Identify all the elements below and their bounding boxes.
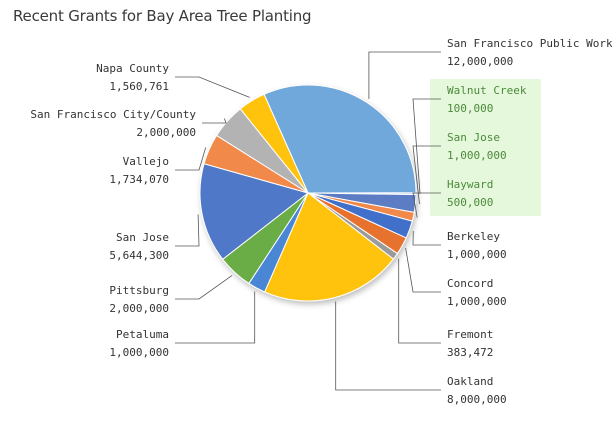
slice-napa-county-13 — [239, 93, 309, 194]
slice-label-san-jose-2: San Jose — [447, 131, 500, 144]
leader-line-san-francisco-public-works-0 — [368, 51, 441, 99]
slice-value-concord-5: 1,000,000 — [447, 295, 507, 308]
highlight-box — [430, 79, 541, 216]
slice-value-san-francisco-public-works-0: 12,000,000 — [447, 55, 513, 68]
slice-label-pittsburg-9: Pittsburg — [109, 284, 169, 297]
slice-value-berkeley-4: 1,000,000 — [447, 248, 507, 261]
slice-label-fremont-6: Fremont — [447, 328, 493, 341]
slice-value-pittsburg-9: 2,000,000 — [109, 302, 169, 315]
slice-label-concord-5: Concord — [447, 277, 493, 290]
slice-label-vallejo-11: Vallejo — [123, 155, 169, 168]
leader-line-san-francisco-city-county-12 — [202, 118, 227, 124]
slice-value-fremont-6: 383,472 — [447, 346, 493, 359]
leader-line-oakland-7 — [335, 301, 441, 391]
slice-label-san-francisco-city-county-12: San Francisco City/County — [30, 108, 196, 121]
slice-value-napa-county-13: 1,560,761 — [109, 80, 169, 93]
chart-title: Recent Grants for Bay Area Tree Planting — [13, 7, 312, 25]
slice-san-jose-10 — [199, 163, 310, 260]
slice-label-hayward-3: Hayward — [447, 178, 493, 191]
leader-line-berkeley-4 — [412, 230, 441, 246]
leader-line-walnut-creek-1 — [412, 98, 441, 194]
slice-value-walnut-creek-1: 100,000 — [447, 102, 493, 115]
slice-label-petaluma-8: Petaluma — [116, 328, 169, 341]
slice-label-san-francisco-public-works-0: San Francisco Public Works — [447, 37, 612, 50]
slice-label-walnut-creek-1: Walnut Creek — [447, 84, 527, 97]
slice-value-oakland-7: 8,000,000 — [447, 393, 507, 406]
slice-value-vallejo-11: 1,734,070 — [109, 173, 169, 186]
leader-line-hayward-3 — [412, 192, 441, 218]
slice-san-francisco-public-works-0 — [263, 84, 417, 194]
slice-oakland-7 — [263, 192, 395, 302]
leader-line-san-jose-2 — [412, 145, 441, 205]
leader-line-pittsburg-9 — [175, 275, 233, 300]
leader-line-concord-5 — [405, 247, 441, 293]
slice-label-berkeley-4: Berkeley — [447, 230, 500, 243]
slice-value-san-jose-10: 5,644,300 — [109, 249, 169, 262]
slice-value-petaluma-8: 1,000,000 — [109, 346, 169, 359]
slice-label-napa-county-13: Napa County — [96, 62, 169, 75]
slice-label-san-jose-10: San Jose — [116, 231, 169, 244]
leader-line-san-jose-10 — [175, 214, 200, 247]
leader-line-fremont-6 — [398, 258, 441, 344]
leader-line-vallejo-11 — [175, 147, 207, 171]
slice-value-san-jose-2: 1,000,000 — [447, 149, 507, 162]
leader-line-petaluma-8 — [175, 291, 256, 344]
leader-line-napa-county-13 — [175, 76, 250, 98]
slice-label-oakland-7: Oakland — [447, 375, 493, 388]
slice-value-hayward-3: 500,000 — [447, 196, 493, 209]
slice-value-san-francisco-city-county-12: 2,000,000 — [136, 126, 196, 139]
